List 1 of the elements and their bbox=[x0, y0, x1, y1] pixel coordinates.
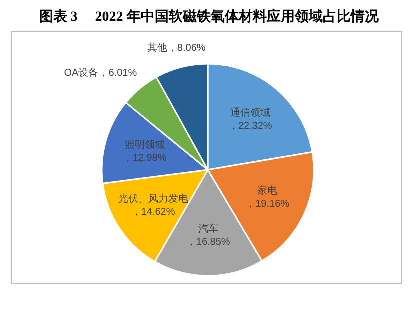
chart-title: 图表 3 2022 年中国软磁铁氧体材料应用领域占比情况 bbox=[39, 8, 380, 25]
